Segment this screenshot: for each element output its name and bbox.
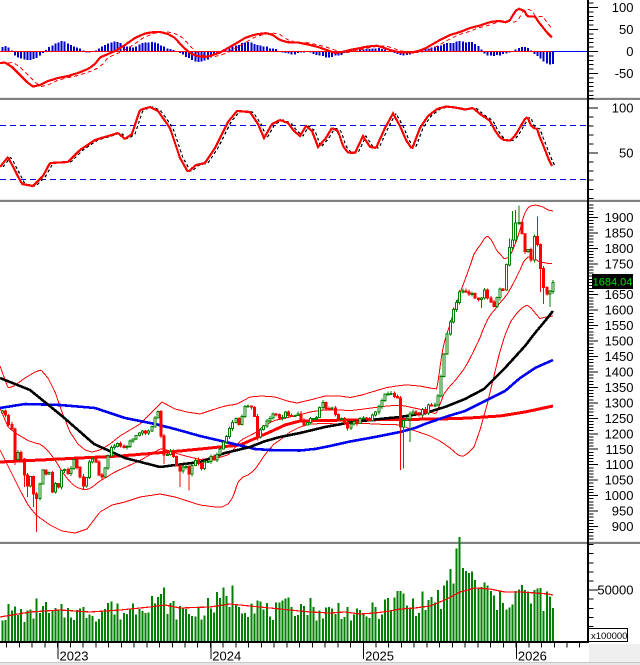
- svg-text:1000: 1000: [605, 488, 634, 503]
- svg-text:2023: 2023: [60, 649, 89, 664]
- svg-text:50: 50: [619, 22, 633, 37]
- svg-text:-50: -50: [615, 66, 634, 81]
- svg-text:1850: 1850: [605, 225, 634, 240]
- svg-text:100: 100: [612, 0, 634, 15]
- svg-text:1550: 1550: [605, 318, 634, 333]
- svg-text:1350: 1350: [605, 380, 634, 395]
- svg-text:1500: 1500: [605, 334, 634, 349]
- svg-text:1600: 1600: [605, 303, 634, 318]
- svg-text:950: 950: [612, 504, 634, 519]
- svg-text:2025: 2025: [365, 649, 394, 664]
- svg-text:1900: 1900: [605, 210, 634, 225]
- svg-text:50000: 50000: [597, 583, 633, 598]
- svg-text:1650: 1650: [605, 287, 634, 302]
- svg-text:x100000: x100000: [591, 631, 627, 642]
- svg-text:1100: 1100: [606, 457, 634, 472]
- svg-text:2024: 2024: [212, 649, 241, 664]
- svg-text:1150: 1150: [606, 442, 634, 457]
- svg-text:0: 0: [626, 44, 633, 59]
- svg-text:50: 50: [619, 146, 633, 161]
- svg-text:1450: 1450: [605, 349, 634, 364]
- svg-text:1684.04: 1684.04: [593, 277, 633, 289]
- svg-text:1400: 1400: [605, 365, 634, 380]
- svg-text:1750: 1750: [605, 256, 634, 271]
- svg-text:100: 100: [612, 100, 634, 115]
- svg-text:1250: 1250: [605, 411, 634, 426]
- svg-text:900: 900: [612, 519, 634, 534]
- svg-text:1800: 1800: [605, 241, 634, 256]
- svg-text:2026: 2026: [518, 649, 547, 664]
- svg-text:1200: 1200: [605, 426, 634, 441]
- svg-text:1050: 1050: [605, 473, 634, 488]
- svg-text:1300: 1300: [605, 395, 634, 410]
